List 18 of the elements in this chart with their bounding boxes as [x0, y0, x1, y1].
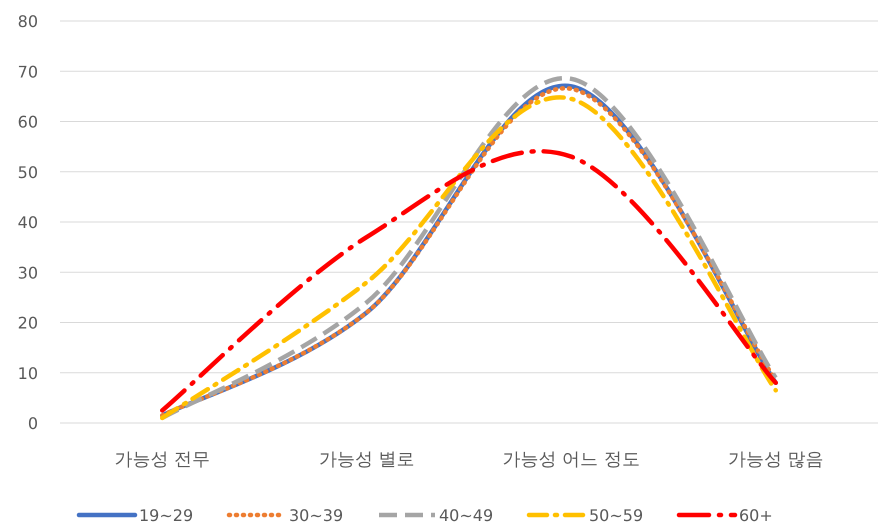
- legend-label: 60+: [739, 506, 773, 525]
- y-tick-label: 20: [18, 314, 38, 332]
- y-tick-label: 80: [18, 12, 38, 31]
- y-tick-label: 10: [18, 364, 38, 383]
- x-tick-label: 가능성 별로: [318, 449, 415, 470]
- y-tick-label: 0: [28, 414, 38, 433]
- y-tick-label: 70: [18, 62, 38, 82]
- x-tick-label: 가능성 어느 정도: [502, 449, 640, 470]
- legend-label: 19~29: [139, 506, 194, 525]
- x-tick-label: 가능성 전무: [114, 449, 210, 470]
- x-tick-label: 가능성 많음: [728, 449, 824, 470]
- y-tick-label: 40: [18, 213, 38, 232]
- legend-label: 30~39: [289, 506, 344, 525]
- legend-label: 50~59: [589, 506, 644, 525]
- y-tick-label: 30: [18, 263, 38, 282]
- y-tick-label: 60: [18, 112, 38, 132]
- y-tick-label: 50: [18, 162, 38, 182]
- legend-label: 40~49: [439, 506, 494, 525]
